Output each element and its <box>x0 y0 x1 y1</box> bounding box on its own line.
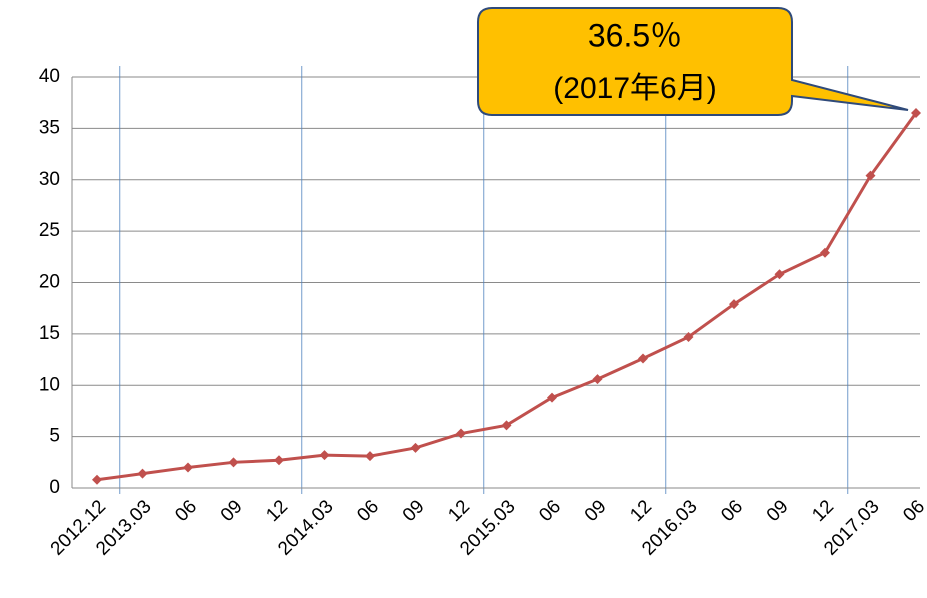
data-point <box>683 331 694 342</box>
y-tick-label: 5 <box>49 426 60 447</box>
data-point <box>774 269 785 280</box>
data-point <box>729 299 739 310</box>
data-point <box>183 462 193 473</box>
data-point <box>865 170 876 181</box>
y-tick-label: 0 <box>49 477 60 498</box>
callout-box <box>477 7 909 116</box>
data-point <box>365 451 375 462</box>
y-tick-label: 25 <box>39 220 60 241</box>
data-point <box>820 247 830 258</box>
y-tick-label: 40 <box>39 66 60 87</box>
x-tick-label: 06 <box>899 496 927 526</box>
x-tick-label: 06 <box>535 496 565 526</box>
y-tick-label: 35 <box>39 117 60 138</box>
x-tick-label: 06 <box>171 496 201 526</box>
y-tick-label: 30 <box>39 169 60 190</box>
data-point <box>638 353 648 364</box>
x-tick-label: 09 <box>217 496 247 526</box>
x-tick-label: 12 <box>808 496 838 526</box>
data-point <box>547 392 557 403</box>
x-tick-label: 09 <box>581 496 611 526</box>
callout-value: 36.5％ <box>588 17 682 53</box>
x-tick-label: 12 <box>444 496 474 526</box>
data-point <box>319 450 330 461</box>
x-tick-label: 12 <box>626 496 656 526</box>
data-point <box>911 107 921 118</box>
callout-date: (2017年6月) <box>553 72 716 105</box>
data-point <box>228 457 239 468</box>
data-point <box>92 474 102 485</box>
x-tick-label: 06 <box>353 496 383 526</box>
data-point <box>410 442 421 453</box>
x-tick-label: 09 <box>399 496 429 526</box>
data-point <box>456 428 466 439</box>
x-tick-label: 12 <box>262 496 292 526</box>
y-tick-label: 10 <box>39 374 60 395</box>
data-point <box>137 468 148 479</box>
x-tick-label: 06 <box>717 496 747 526</box>
data-point <box>501 420 512 431</box>
y-tick-label: 20 <box>39 272 60 293</box>
data-point <box>592 374 603 385</box>
x-tick-label: 09 <box>763 496 793 526</box>
y-tick-label: 15 <box>39 323 60 344</box>
data-point <box>274 455 284 466</box>
